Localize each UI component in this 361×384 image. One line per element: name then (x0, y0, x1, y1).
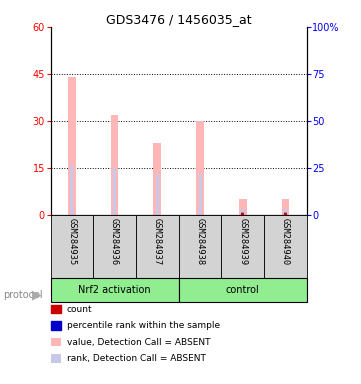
Text: GSM284938: GSM284938 (196, 218, 205, 265)
Text: GSM284936: GSM284936 (110, 218, 119, 265)
Bar (51, 215, 93, 278)
Text: ▶: ▶ (32, 288, 42, 301)
Bar (239, 199, 247, 215)
Bar (264, 215, 307, 278)
Bar (51, 278, 179, 302)
Bar (111, 115, 118, 215)
Bar (179, 215, 221, 278)
Text: GSM284939: GSM284939 (238, 218, 247, 265)
Bar (153, 143, 161, 215)
Text: Nrf2 activation: Nrf2 activation (78, 285, 151, 295)
Text: GSM284940: GSM284940 (281, 218, 290, 265)
Text: count: count (67, 305, 92, 314)
Bar (136, 215, 179, 278)
Bar (241, 209, 244, 215)
Bar (156, 174, 159, 215)
Bar (282, 199, 289, 215)
Text: GSM284937: GSM284937 (153, 218, 162, 265)
Text: value, Detection Call = ABSENT: value, Detection Call = ABSENT (67, 338, 210, 347)
Bar (93, 215, 136, 278)
Text: percentile rank within the sample: percentile rank within the sample (67, 321, 220, 330)
Bar (70, 165, 73, 215)
Bar (196, 121, 204, 215)
Bar (68, 77, 76, 215)
Bar (199, 174, 201, 215)
Bar (241, 212, 244, 214)
Bar (179, 278, 307, 302)
Bar (113, 168, 116, 215)
Text: rank, Detection Call = ABSENT: rank, Detection Call = ABSENT (67, 354, 206, 363)
Bar (284, 214, 287, 215)
Bar (221, 215, 264, 278)
Text: GSM284935: GSM284935 (68, 218, 77, 265)
Bar (284, 212, 287, 214)
Bar (241, 214, 244, 215)
Text: control: control (226, 285, 260, 295)
Bar (284, 209, 287, 215)
Title: GDS3476 / 1456035_at: GDS3476 / 1456035_at (106, 13, 252, 26)
Text: protocol: protocol (4, 290, 43, 300)
